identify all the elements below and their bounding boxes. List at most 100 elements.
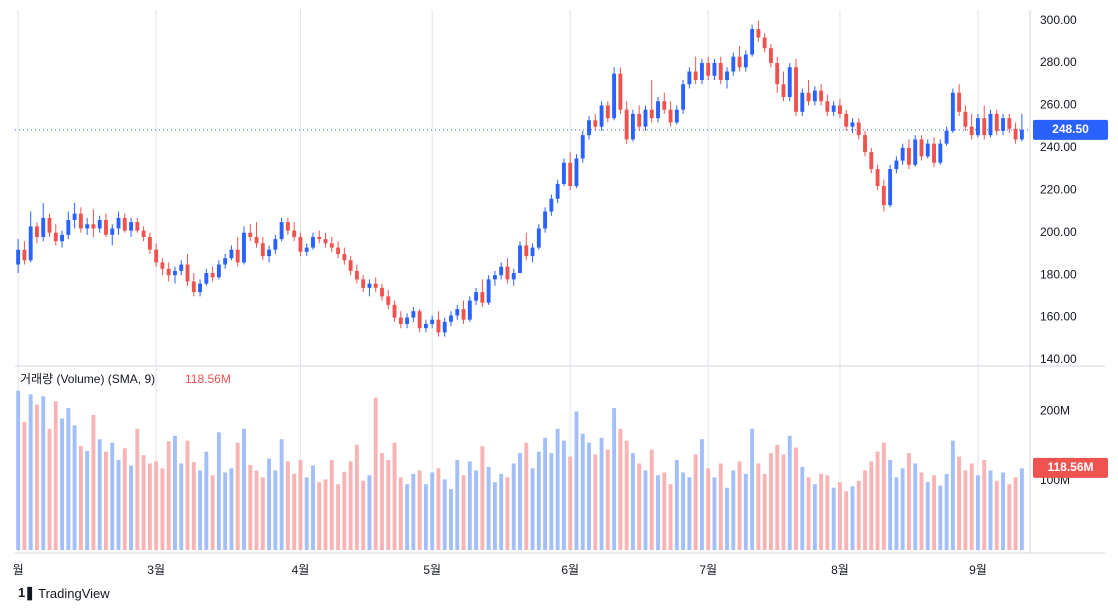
candle-body: [154, 250, 158, 263]
volume-bar: [123, 448, 127, 550]
candle-body: [644, 110, 648, 127]
candle-body: [48, 218, 52, 233]
candle-body: [882, 186, 886, 205]
volume-bar: [229, 468, 233, 550]
candle-body: [179, 265, 183, 271]
x-tick-label: 8월: [831, 563, 849, 577]
price-tick-label: 160.00: [1040, 310, 1077, 324]
candle-body: [66, 220, 70, 235]
volume-bar: [581, 434, 585, 550]
volume-bar: [807, 477, 811, 550]
volume-bar: [455, 460, 459, 550]
volume-bar: [631, 453, 635, 550]
candle-body: [292, 231, 296, 237]
volume-legend-value: 118.56M: [185, 372, 231, 386]
volume-bar: [311, 466, 315, 550]
footer: 1❚ TradingView: [18, 585, 110, 601]
x-tick-label: 6월: [561, 563, 579, 577]
price-tick-label: 280.00: [1040, 55, 1077, 69]
candle-body: [725, 72, 729, 80]
volume-bar: [675, 460, 679, 550]
volume-bar: [932, 475, 936, 550]
volume-bar: [79, 446, 83, 550]
volume-bar: [531, 468, 535, 550]
candle-body: [681, 84, 685, 109]
candle-body: [932, 144, 936, 163]
candle-body: [1014, 129, 1018, 140]
candle-body: [825, 101, 829, 112]
candle-body: [775, 63, 779, 84]
volume-bar: [650, 450, 654, 550]
chart-container: 140.00160.00180.00200.00220.00240.00260.…: [0, 0, 1118, 609]
volume-bar: [568, 457, 572, 550]
x-tick-label: 월: [13, 563, 24, 577]
candle-body: [907, 148, 911, 165]
candle-body: [756, 29, 760, 37]
candlestick-chart[interactable]: 140.00160.00180.00200.00220.00240.00260.…: [0, 0, 1118, 609]
volume-bar: [135, 429, 139, 550]
candle-body: [142, 231, 146, 237]
volume-bar: [706, 468, 710, 550]
candle-body: [1001, 118, 1005, 131]
volume-bar: [292, 474, 296, 550]
volume-bar: [236, 443, 240, 550]
volume-bar: [60, 418, 64, 550]
candle-body: [637, 114, 641, 127]
volume-bar: [198, 470, 202, 550]
volume-bar: [750, 429, 754, 550]
candle-body: [713, 63, 717, 76]
candle-body: [361, 279, 365, 287]
candle-body: [430, 320, 434, 324]
volume-bar: [1020, 468, 1024, 550]
volume-bar: [549, 453, 553, 550]
volume-bar: [16, 391, 20, 550]
volume-bar: [204, 452, 208, 550]
volume-bar: [22, 422, 26, 550]
volume-bar: [424, 484, 428, 550]
volume-bar: [857, 481, 861, 550]
volume-bar: [524, 443, 528, 550]
candle-body: [813, 91, 817, 102]
candle-body: [524, 245, 528, 256]
candle-body: [556, 184, 560, 199]
volume-bar: [298, 460, 302, 550]
volume-bar: [393, 443, 397, 550]
candle-body: [280, 222, 284, 239]
candle-body: [851, 122, 855, 126]
volume-bar: [637, 463, 641, 550]
volume-bar: [662, 472, 666, 550]
candle-body: [543, 212, 547, 229]
candle-body: [518, 245, 522, 273]
volume-bar: [242, 429, 246, 550]
volume-bar: [587, 443, 591, 550]
volume-bar: [593, 454, 597, 550]
candle-body: [656, 101, 660, 118]
candle-body: [989, 114, 993, 135]
volume-bar: [813, 484, 817, 550]
volume-bar: [863, 470, 867, 550]
candle-body: [938, 144, 942, 163]
candle-body: [474, 292, 478, 300]
candle-body: [54, 233, 58, 241]
candle-body: [920, 139, 924, 156]
volume-bar: [399, 477, 403, 550]
candle-body: [455, 309, 459, 315]
candle-body: [1020, 130, 1024, 140]
candle-body: [869, 152, 873, 169]
candle-body: [129, 222, 133, 230]
x-tick-label: 4월: [292, 563, 310, 577]
volume-bar: [763, 474, 767, 550]
volume-bar: [148, 463, 152, 550]
volume-bar: [374, 398, 378, 550]
volume-bar: [694, 454, 698, 550]
volume-bar: [894, 477, 898, 550]
volume-bar: [851, 486, 855, 550]
volume-bar: [186, 441, 190, 550]
volume-bar: [286, 461, 290, 550]
volume-bar: [656, 475, 660, 550]
volume-legend-label: 거래량 (Volume) (SMA, 9): [20, 372, 155, 386]
volume-bar: [844, 491, 848, 550]
volume-bar: [342, 472, 346, 550]
volume-bar: [543, 438, 547, 550]
candle-body: [631, 114, 635, 139]
